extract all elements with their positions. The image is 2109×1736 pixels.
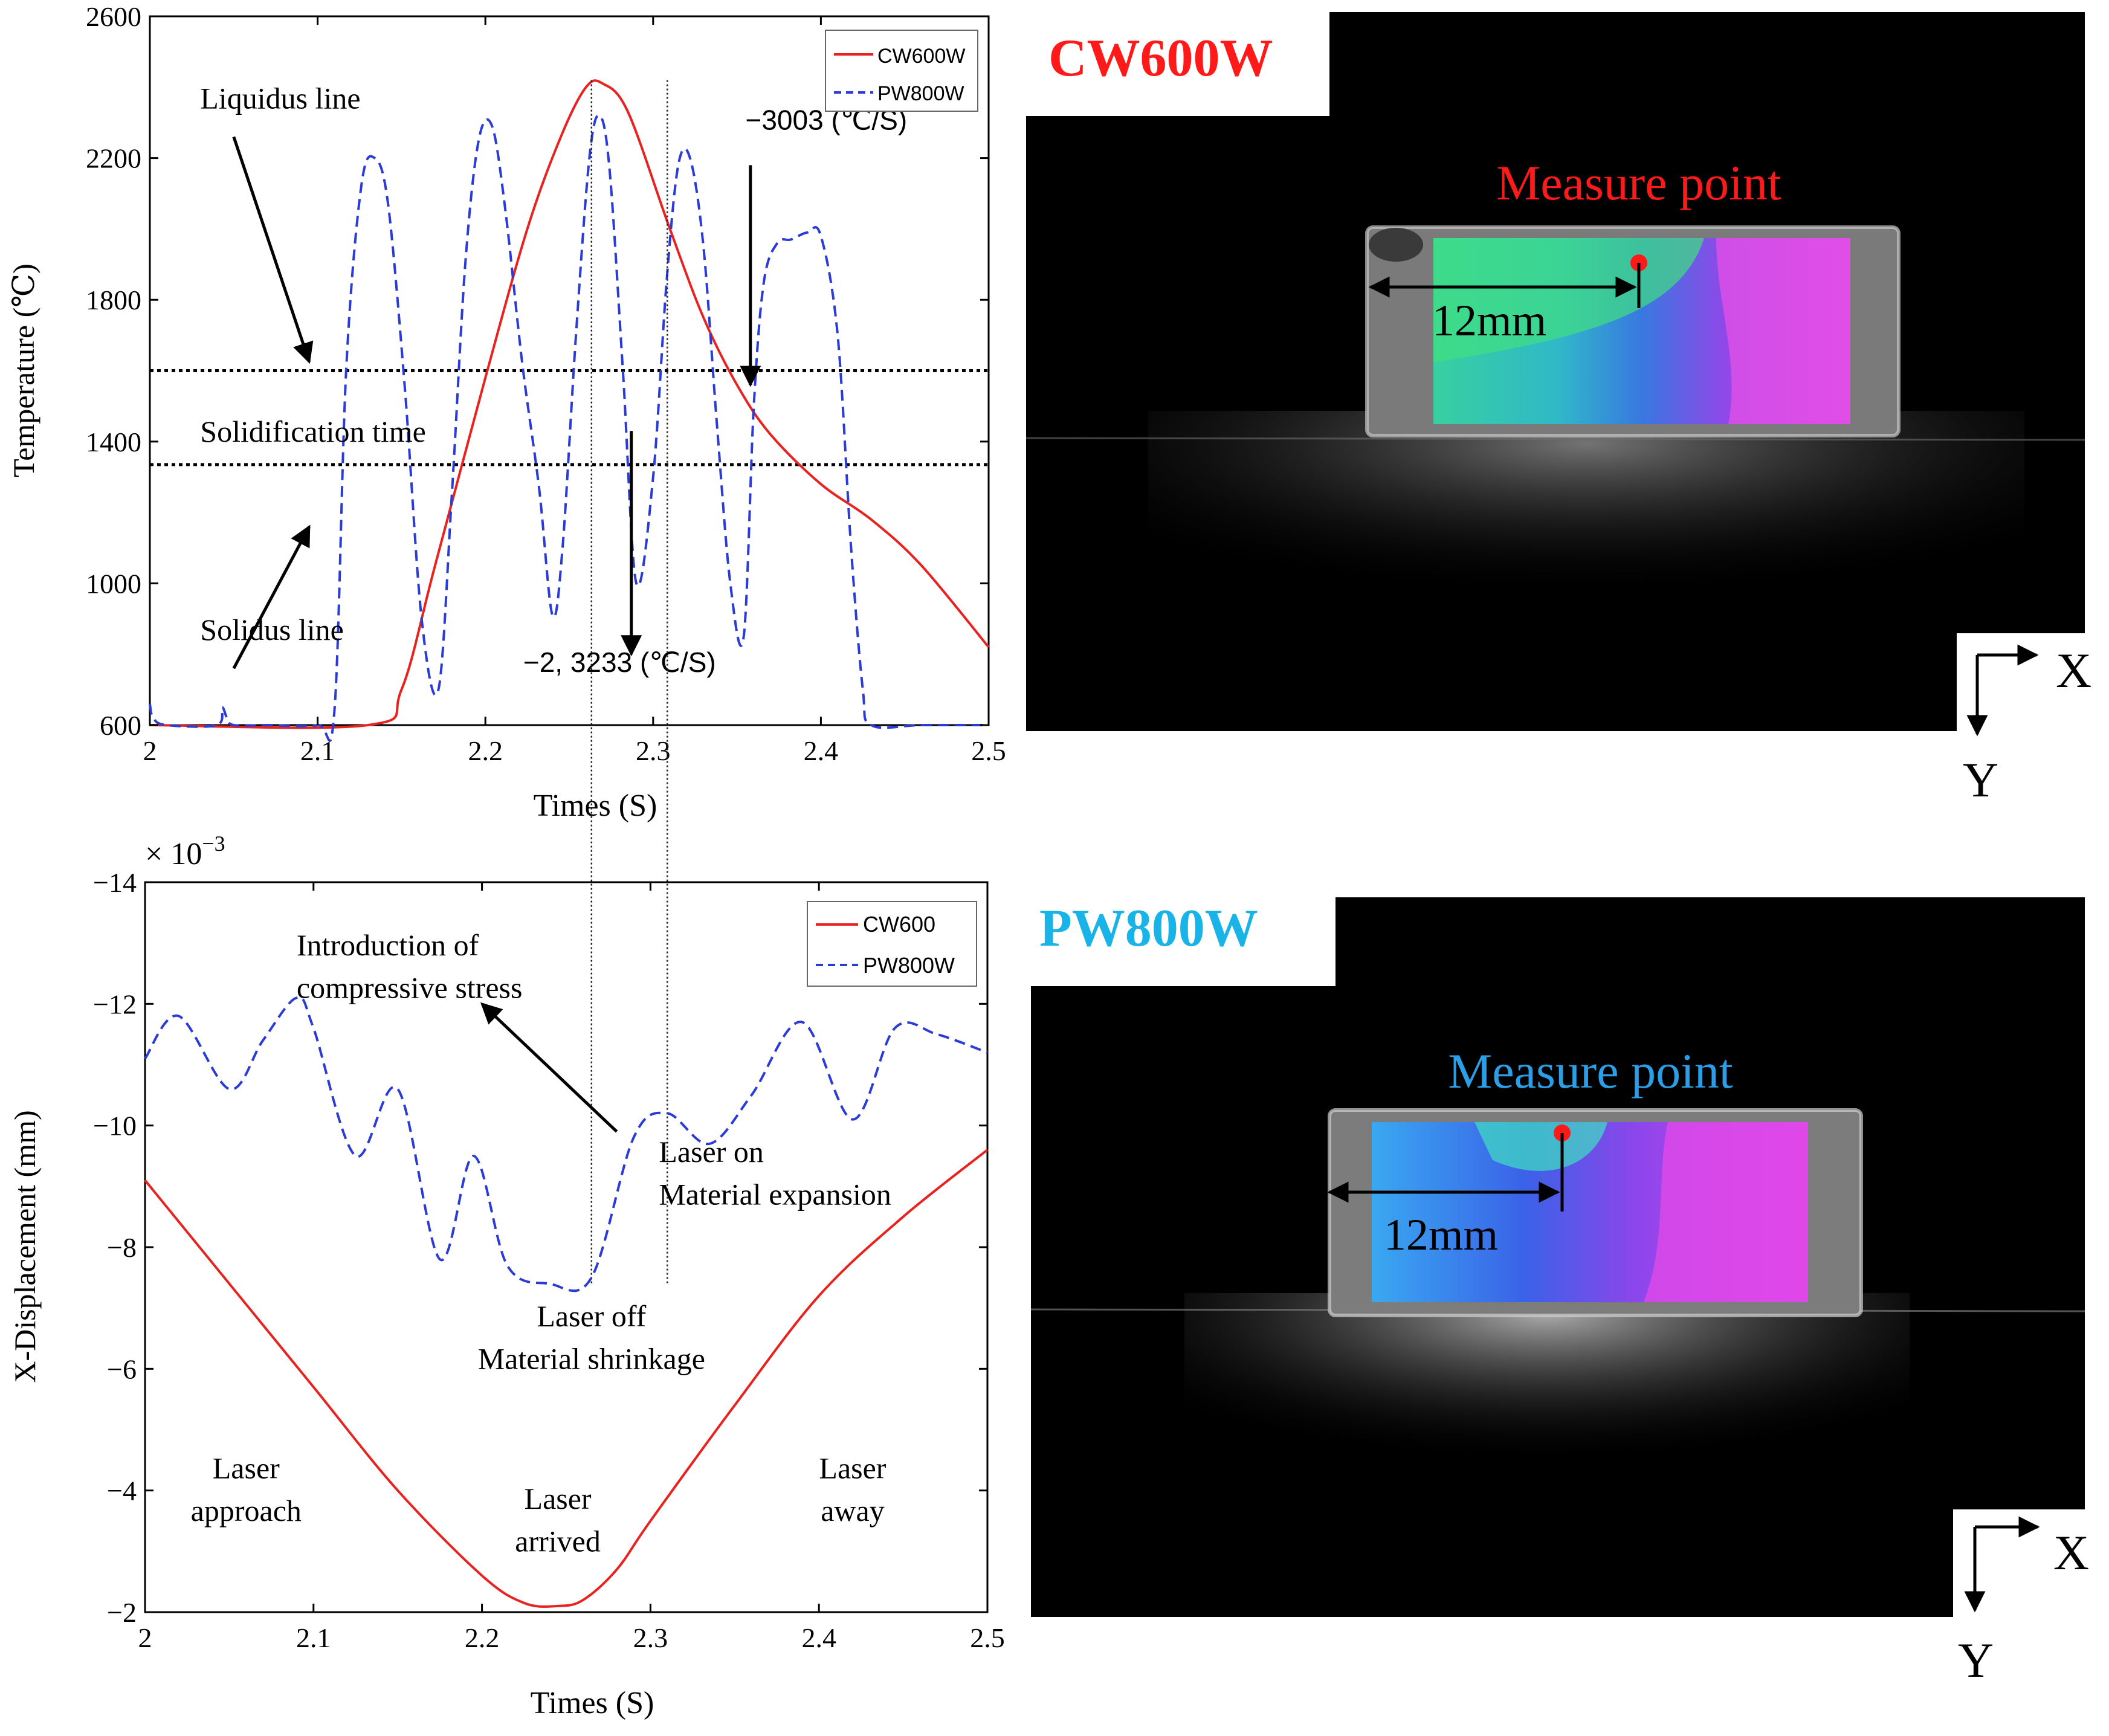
legend-label: CW600W (877, 45, 965, 68)
axis-ticks: 2 2.1 2.2 2.3 2.4 2.5 −2 −4 −6 −8 −10 −12 −14 (93, 867, 1005, 1653)
annotation-text: approach (191, 1494, 302, 1528)
contour-hot-zone (1474, 1122, 1607, 1171)
x-axis-label: Times (S) (531, 1686, 654, 1720)
x-tick-label: 2.4 (801, 1622, 836, 1653)
track-pore (1369, 228, 1423, 262)
x-tick-label: 2.2 (468, 735, 503, 766)
track-edge (1365, 225, 1901, 437)
cw600w-image-panel: Measure point CW600W 12mm X Y (1025, 12, 2091, 807)
track-edge (1328, 1108, 1863, 1317)
measure-point-label: Measure point (1448, 1044, 1733, 1099)
y-tick-label: −4 (107, 1476, 137, 1506)
contour-cool-zone (1644, 1122, 1808, 1302)
x-tick-label: 2 (138, 1622, 152, 1653)
x-axis-indicator-label: X (2056, 643, 2091, 698)
legend: CW600 PW800W (807, 901, 977, 987)
annotation-text: compressive stress (297, 970, 523, 1004)
x-tick-label: 2 (143, 735, 157, 766)
annotation-text: Laser off (537, 1299, 646, 1333)
annotation-text: Solidification time (200, 415, 426, 448)
x-axis-indicator-label: X (2053, 1525, 2089, 1580)
y-axis-label: Temperature (℃) (7, 263, 40, 477)
axis-indicator: X Y (1963, 643, 2091, 807)
annotation-text: away (821, 1494, 885, 1528)
y-axis-indicator-label: Y (1958, 1633, 1994, 1688)
annotation-text: Laser (525, 1482, 592, 1515)
annotation-arrow (480, 1002, 618, 1133)
y-axis-indicator-label: Y (1963, 752, 1998, 807)
axis-ticks: 2 2.1 2.2 2.3 2.4 2.5 600 1000 1400 1800 2200 2600 (86, 1, 1006, 766)
x-tick-label: 2.4 (804, 735, 839, 766)
series-line-pw800w (144, 996, 988, 1292)
contour-cool-zone (1716, 238, 1850, 424)
x-axis-label: Times (S) (534, 789, 657, 823)
y-multiplier: × 10−3 (145, 831, 225, 871)
annotation-text: Material expansion (659, 1178, 891, 1212)
substrate-glow (1148, 411, 2024, 628)
y-tick-label: 1800 (86, 285, 141, 315)
legend: CW600W PW800W (825, 30, 978, 112)
legend-box (807, 901, 977, 987)
y-tick-label: 1000 (86, 568, 141, 599)
substrate-surface (1025, 437, 2085, 441)
y-tick-label: 1400 (86, 427, 141, 457)
guide-lines (590, 80, 668, 1284)
annotations: Introduction of compressive stress Laser o… (191, 928, 891, 1558)
y-tick-label: 2200 (86, 143, 141, 174)
legend-label: PW800W (863, 953, 955, 978)
y-tick-label: 600 (100, 710, 141, 741)
axis-indicator: X Y (1958, 1516, 2089, 1688)
annotation-text: Liquidus line (200, 81, 360, 115)
measure-point-label: Measure point (1496, 155, 1781, 210)
annotation-arrow (232, 136, 314, 364)
series-lines (144, 996, 989, 1608)
annotation-text: Solidus line (200, 613, 344, 647)
y-tick-label: −2 (107, 1597, 137, 1628)
annotation-text: Material shrinkage (478, 1341, 705, 1375)
reference-lines (150, 369, 989, 466)
annotation-text: Laser on (659, 1135, 764, 1169)
annotation-text: arrived (515, 1524, 601, 1558)
distance-label: 12mm (1384, 1210, 1498, 1260)
annotation-text: Introduction of (297, 928, 479, 962)
displacement-chart: 2 2.1 2.2 2.3 2.4 2.5 −2 −4 −6 −8 −10 −12 −14 Introd… (8, 831, 1005, 1720)
annotation-arrow (232, 524, 311, 670)
annotations: Liquidus line Solidification time Solidus … (200, 81, 907, 678)
series-line-pw800w (149, 114, 989, 742)
y-tick-label: −6 (107, 1354, 137, 1384)
temperature-chart: 2 2.1 2.2 2.3 2.4 2.560010001400180022002600 … (7, 1, 1006, 823)
legend-box (825, 30, 978, 112)
y-tick-label: −10 (93, 1111, 137, 1141)
series-line-cw600 (144, 1149, 989, 1608)
pw800w-image-panel: Measure point PW800W 12mm X Y (1030, 897, 2089, 1688)
series-line-cw600w (149, 79, 990, 729)
x-tick-label: 2.5 (970, 1622, 1005, 1653)
y-tick-label: −14 (93, 867, 137, 898)
y-tick-label: 2600 (86, 1, 141, 32)
y-axis-label: X-Displacement (mm) (8, 1110, 42, 1383)
annotation-text: −2, 3233 (℃/S) (523, 647, 716, 678)
annotation-text: Laser (213, 1451, 280, 1485)
x-tick-label: 2.3 (636, 735, 671, 766)
legend-label: CW600 (863, 912, 935, 937)
x-tick-label: 2.5 (971, 735, 1006, 766)
legend-label: PW800W (877, 82, 964, 105)
x-tick-label: 2.1 (296, 1622, 331, 1653)
x-tick-label: 2.2 (465, 1622, 500, 1653)
y-tick-label: −12 (93, 989, 137, 1019)
y-tick-label: −8 (107, 1232, 137, 1263)
x-tick-label: 2.1 (300, 735, 335, 766)
distance-label: 12mm (1432, 296, 1546, 346)
panel-title: PW800W (1039, 899, 1258, 958)
series-lines (149, 79, 990, 742)
substrate-glow (1184, 1293, 1910, 1505)
x-tick-label: 2.3 (633, 1622, 668, 1653)
annotation-text: Laser (819, 1451, 886, 1485)
panel-title: CW600W (1048, 29, 1273, 88)
